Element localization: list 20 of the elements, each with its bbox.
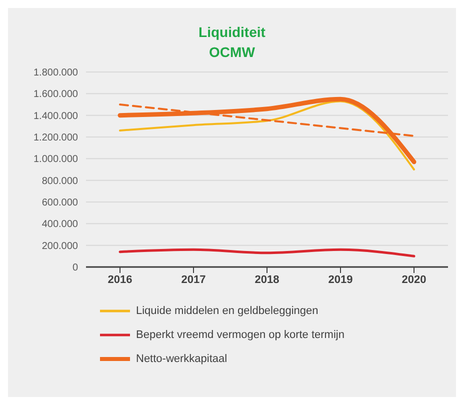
y-tick-label: 1.800.000 xyxy=(34,68,78,79)
y-tick-label: 1.000.000 xyxy=(34,154,78,166)
x-tick-label: 2017 xyxy=(181,274,206,286)
y-tick-label: 1.200.000 xyxy=(34,132,78,144)
y-tick-label: 1.600.000 xyxy=(34,89,78,100)
line-series xyxy=(118,248,416,258)
y-tick-label: 800.000 xyxy=(42,176,78,187)
chart-title: Liquiditeit OCMW xyxy=(198,23,266,62)
y-tick-label: 400.000 xyxy=(42,219,78,230)
x-tick-label: 2018 xyxy=(254,274,280,286)
y-tick-label: 200.000 xyxy=(42,240,78,252)
legend-label: Beperkt vreemd vermogen op korte termijn xyxy=(136,329,344,341)
x-tick-label: 2020 xyxy=(402,274,426,286)
x-tick-label: 2016 xyxy=(108,274,132,286)
x-tick-label: 2019 xyxy=(328,274,353,286)
y-tick-label: 0 xyxy=(72,262,78,274)
y-tick-label: 600.000 xyxy=(42,198,78,209)
y-tick-label: 1.400.000 xyxy=(34,110,78,122)
legend-label: Liquide middelen en geldbeleggingen xyxy=(136,305,318,317)
legend-label: Netto-werkkapitaal xyxy=(136,353,228,365)
